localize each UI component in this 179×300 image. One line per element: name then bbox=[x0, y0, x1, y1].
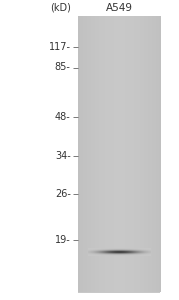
Text: 117-: 117- bbox=[49, 41, 71, 52]
Bar bbox=[78, 17, 160, 292]
Text: A549: A549 bbox=[106, 3, 132, 13]
Text: 85-: 85- bbox=[55, 62, 71, 73]
Text: 34-: 34- bbox=[55, 151, 71, 161]
Text: 26-: 26- bbox=[55, 189, 71, 200]
Text: (kD): (kD) bbox=[50, 3, 71, 13]
Text: 48-: 48- bbox=[55, 112, 71, 122]
Text: 19-: 19- bbox=[55, 235, 71, 245]
